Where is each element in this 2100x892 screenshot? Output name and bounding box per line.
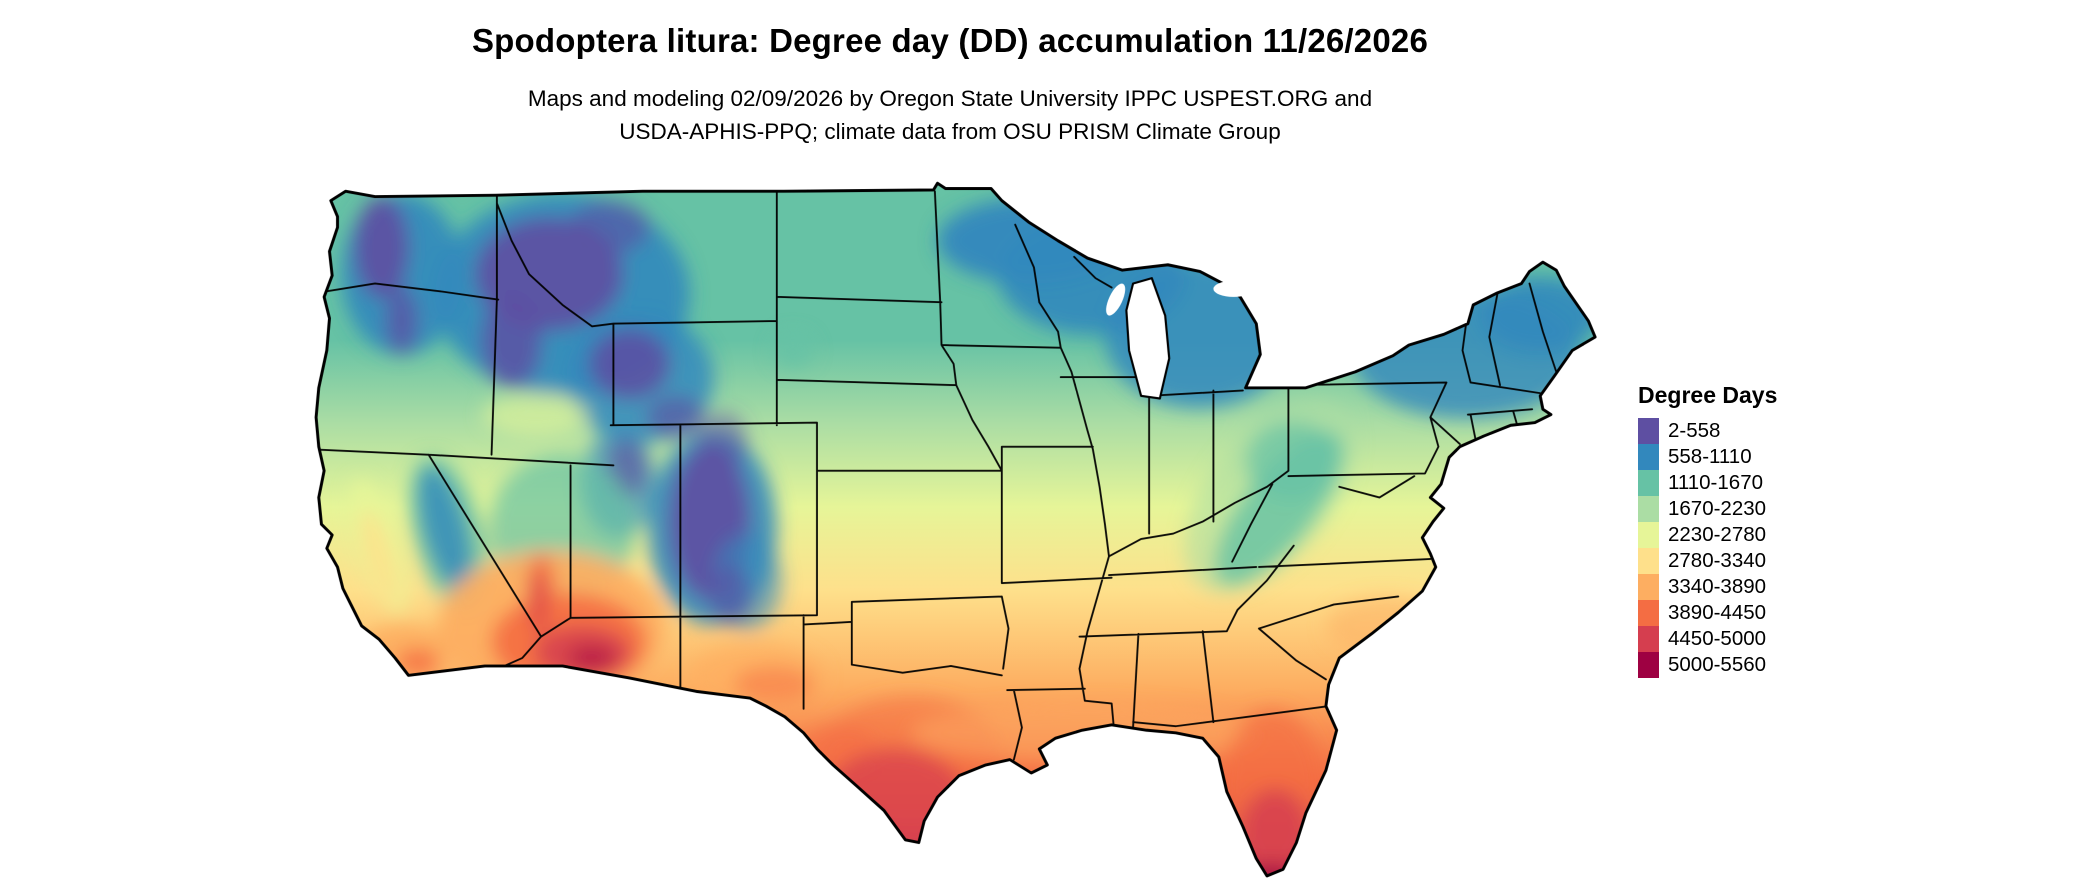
legend-swatch bbox=[1638, 522, 1659, 548]
legend-label: 3340-3890 bbox=[1668, 575, 1767, 598]
legend-row: 4450-5000 bbox=[1638, 626, 1777, 652]
legend-row: 1670-2230 bbox=[1638, 496, 1777, 522]
page-title: Spodoptera litura: Degree day (DD) accum… bbox=[471, 22, 1429, 59]
legend-row: 2780-3340 bbox=[1638, 548, 1777, 574]
legend-row: 2-558 bbox=[1638, 418, 1777, 444]
lake-michigan bbox=[1125, 277, 1171, 400]
legend-label: 4450-5000 bbox=[1668, 627, 1767, 650]
map-subtitle: Maps and modeling 02/09/2026 by Oregon S… bbox=[0, 82, 1900, 148]
legend-label: 2780-3340 bbox=[1668, 549, 1767, 572]
state-borders bbox=[316, 190, 1558, 761]
legend: Degree Days 2-558 558-1110 1110-1670 1670-2… bbox=[1638, 382, 1777, 678]
legend-swatch bbox=[1638, 496, 1659, 522]
legend-row: 1110-1670 bbox=[1638, 470, 1777, 496]
legend-title: Degree Days bbox=[1638, 382, 1778, 408]
legend-row: 5000-5560 bbox=[1638, 652, 1777, 678]
legend-label: 1670-2230 bbox=[1668, 497, 1767, 520]
legend-label: 1110-1670 bbox=[1668, 471, 1763, 494]
us-outline bbox=[314, 181, 1597, 878]
legend-swatch bbox=[1638, 470, 1659, 496]
legend-swatch bbox=[1638, 600, 1659, 626]
legend-label: 558-1110 bbox=[1668, 445, 1752, 468]
green-bay bbox=[1106, 283, 1126, 316]
legend-swatch bbox=[1638, 652, 1659, 678]
subtitle-line-2: USDA-APHIS-PPQ; climate data from OSU PR… bbox=[619, 119, 1281, 144]
legend-row: 3890-4450 bbox=[1638, 600, 1777, 626]
legend-label: 3890-4450 bbox=[1668, 601, 1767, 624]
legend-items: 2-558 558-1110 1110-1670 1670-2230 2230-2780… bbox=[1638, 418, 1777, 678]
legend-swatch bbox=[1638, 574, 1659, 600]
legend-label: 5000-5560 bbox=[1668, 653, 1767, 676]
legend-swatch bbox=[1638, 418, 1659, 444]
legend-row: 558-1110 bbox=[1638, 444, 1777, 470]
lake-huron-strait bbox=[1213, 280, 1254, 297]
legend-swatch bbox=[1638, 626, 1659, 652]
subtitle-line-1: Maps and modeling 02/09/2026 by Oregon S… bbox=[527, 86, 1373, 111]
legend-swatch bbox=[1638, 444, 1659, 470]
legend-row: 3340-3890 bbox=[1638, 574, 1777, 600]
legend-swatch bbox=[1638, 548, 1659, 574]
legend-row: 2230-2780 bbox=[1638, 522, 1777, 548]
legend-label: 2230-2780 bbox=[1668, 523, 1767, 546]
legend-label: 2-558 bbox=[1668, 419, 1721, 442]
